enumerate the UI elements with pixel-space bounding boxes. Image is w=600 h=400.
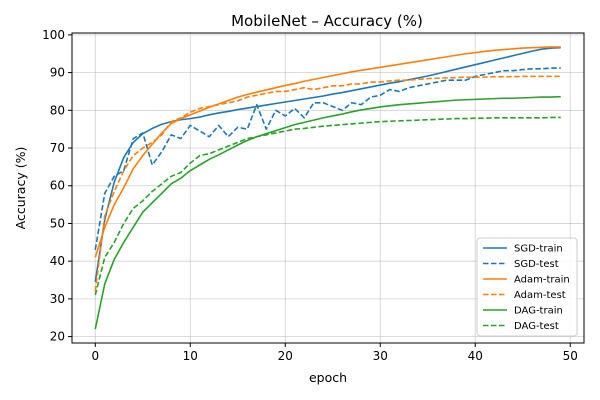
x-tick-label: 0	[91, 349, 99, 363]
series-line-dag-train	[94, 95, 561, 330]
y-tick-label: 90	[50, 66, 65, 80]
x-axis-label: epoch	[309, 370, 347, 385]
x-tick-label: 10	[183, 349, 198, 363]
legend-box	[476, 237, 578, 337]
legend-label-adam-test: Adam-test	[514, 290, 566, 301]
y-tick-label: 100	[42, 28, 65, 42]
legend-label-adam-train: Adam-train	[514, 275, 570, 286]
legend-label-dag-train: DAG-train	[514, 306, 563, 317]
axes: 0 10 20 30 40 50 20 30 40 50 60 70 80 90 100	[42, 28, 578, 363]
x-tick-label: 30	[373, 349, 388, 363]
legend-label-sgd-test: SGD-test	[514, 259, 559, 270]
y-tick-label: 80	[50, 103, 65, 117]
series-layer	[94, 46, 561, 330]
grid	[72, 33, 584, 343]
y-tick-label: 30	[50, 292, 65, 306]
series-line-dag-test	[94, 116, 561, 296]
y-tick-label: 40	[50, 254, 65, 268]
legend-label-dag-test: DAG-test	[514, 321, 559, 332]
x-tick-label: 40	[468, 349, 483, 363]
x-tick-label: 50	[563, 349, 578, 363]
series-line-sgd-test	[94, 67, 561, 250]
y-tick-label: 70	[50, 141, 65, 155]
x-tick-label: 20	[278, 349, 293, 363]
y-axis-label: Accuracy (%)	[13, 147, 28, 230]
legend-label-sgd-train: SGD-train	[514, 244, 563, 255]
series-line-adam-test	[94, 75, 561, 292]
y-tick-label: 50	[50, 216, 65, 230]
chart-title: MobileNet – Accuracy (%)	[231, 12, 423, 30]
series-line-adam-train	[94, 46, 561, 258]
y-tick-label: 20	[50, 330, 65, 344]
y-tick-label: 60	[50, 179, 65, 193]
plot-area-frame	[71, 32, 585, 344]
legend: SGD-train SGD-test Adam-train Adam-test DAG-…	[476, 237, 578, 337]
